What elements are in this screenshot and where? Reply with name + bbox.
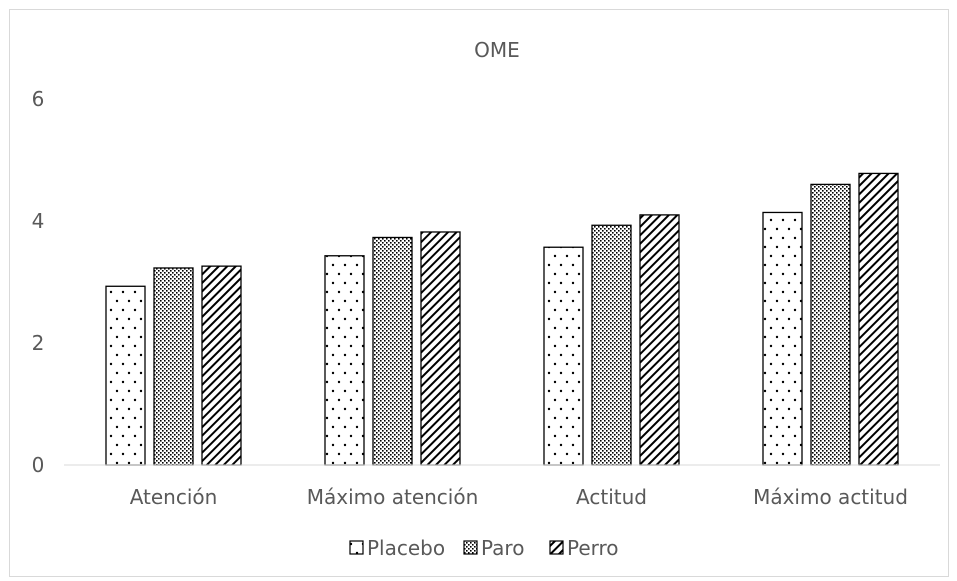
bars: [105, 172, 899, 466]
bar-perro-atencion: [201, 265, 242, 466]
legend-item-placebo: Placebo: [349, 536, 445, 560]
y-tick-label: 0: [32, 453, 45, 477]
bar-paro-maximo-actitud: [810, 183, 851, 466]
legend-item-perro: Perro: [549, 536, 619, 560]
bar-placebo-maximo-actitud: [762, 211, 803, 466]
legend-swatch-paro: [463, 540, 478, 555]
x-axis-ticks: Atención Máximo atención Actitud Máximo act…: [130, 485, 908, 509]
x-tick-label-actitud: Actitud: [576, 485, 647, 509]
bar-paro-actitud: [591, 224, 632, 466]
legend-label-perro: Perro: [567, 536, 619, 560]
bar-perro-maximo-atencion: [420, 231, 461, 466]
legend-label-paro: Paro: [481, 536, 524, 560]
bar-perro-actitud: [639, 214, 680, 466]
legend-item-paro: Paro: [463, 536, 524, 560]
bar-perro-maximo-actitud: [858, 172, 899, 466]
y-tick-label: 2: [32, 331, 45, 355]
bar-placebo-actitud: [543, 246, 584, 466]
chart-title: OME: [474, 38, 520, 62]
y-tick-label: 4: [32, 209, 45, 233]
legend-label-placebo: Placebo: [367, 536, 445, 560]
bar-paro-maximo-atencion: [372, 236, 413, 466]
y-axis-ticks: 0 2 4 6: [32, 87, 45, 477]
legend: Placebo Paro Perro: [349, 536, 619, 560]
x-tick-label-maximo-atencion: Máximo atención: [307, 485, 479, 509]
bar-placebo-atencion: [105, 285, 146, 466]
legend-swatch-perro: [549, 540, 564, 555]
bar-paro-atencion: [153, 267, 194, 466]
x-tick-label-maximo-actitud: Máximo actitud: [753, 485, 908, 509]
bar-placebo-maximo-atencion: [324, 255, 365, 466]
y-tick-label: 6: [32, 87, 45, 111]
legend-swatch-placebo: [349, 540, 364, 555]
x-tick-label-atencion: Atención: [130, 485, 218, 509]
